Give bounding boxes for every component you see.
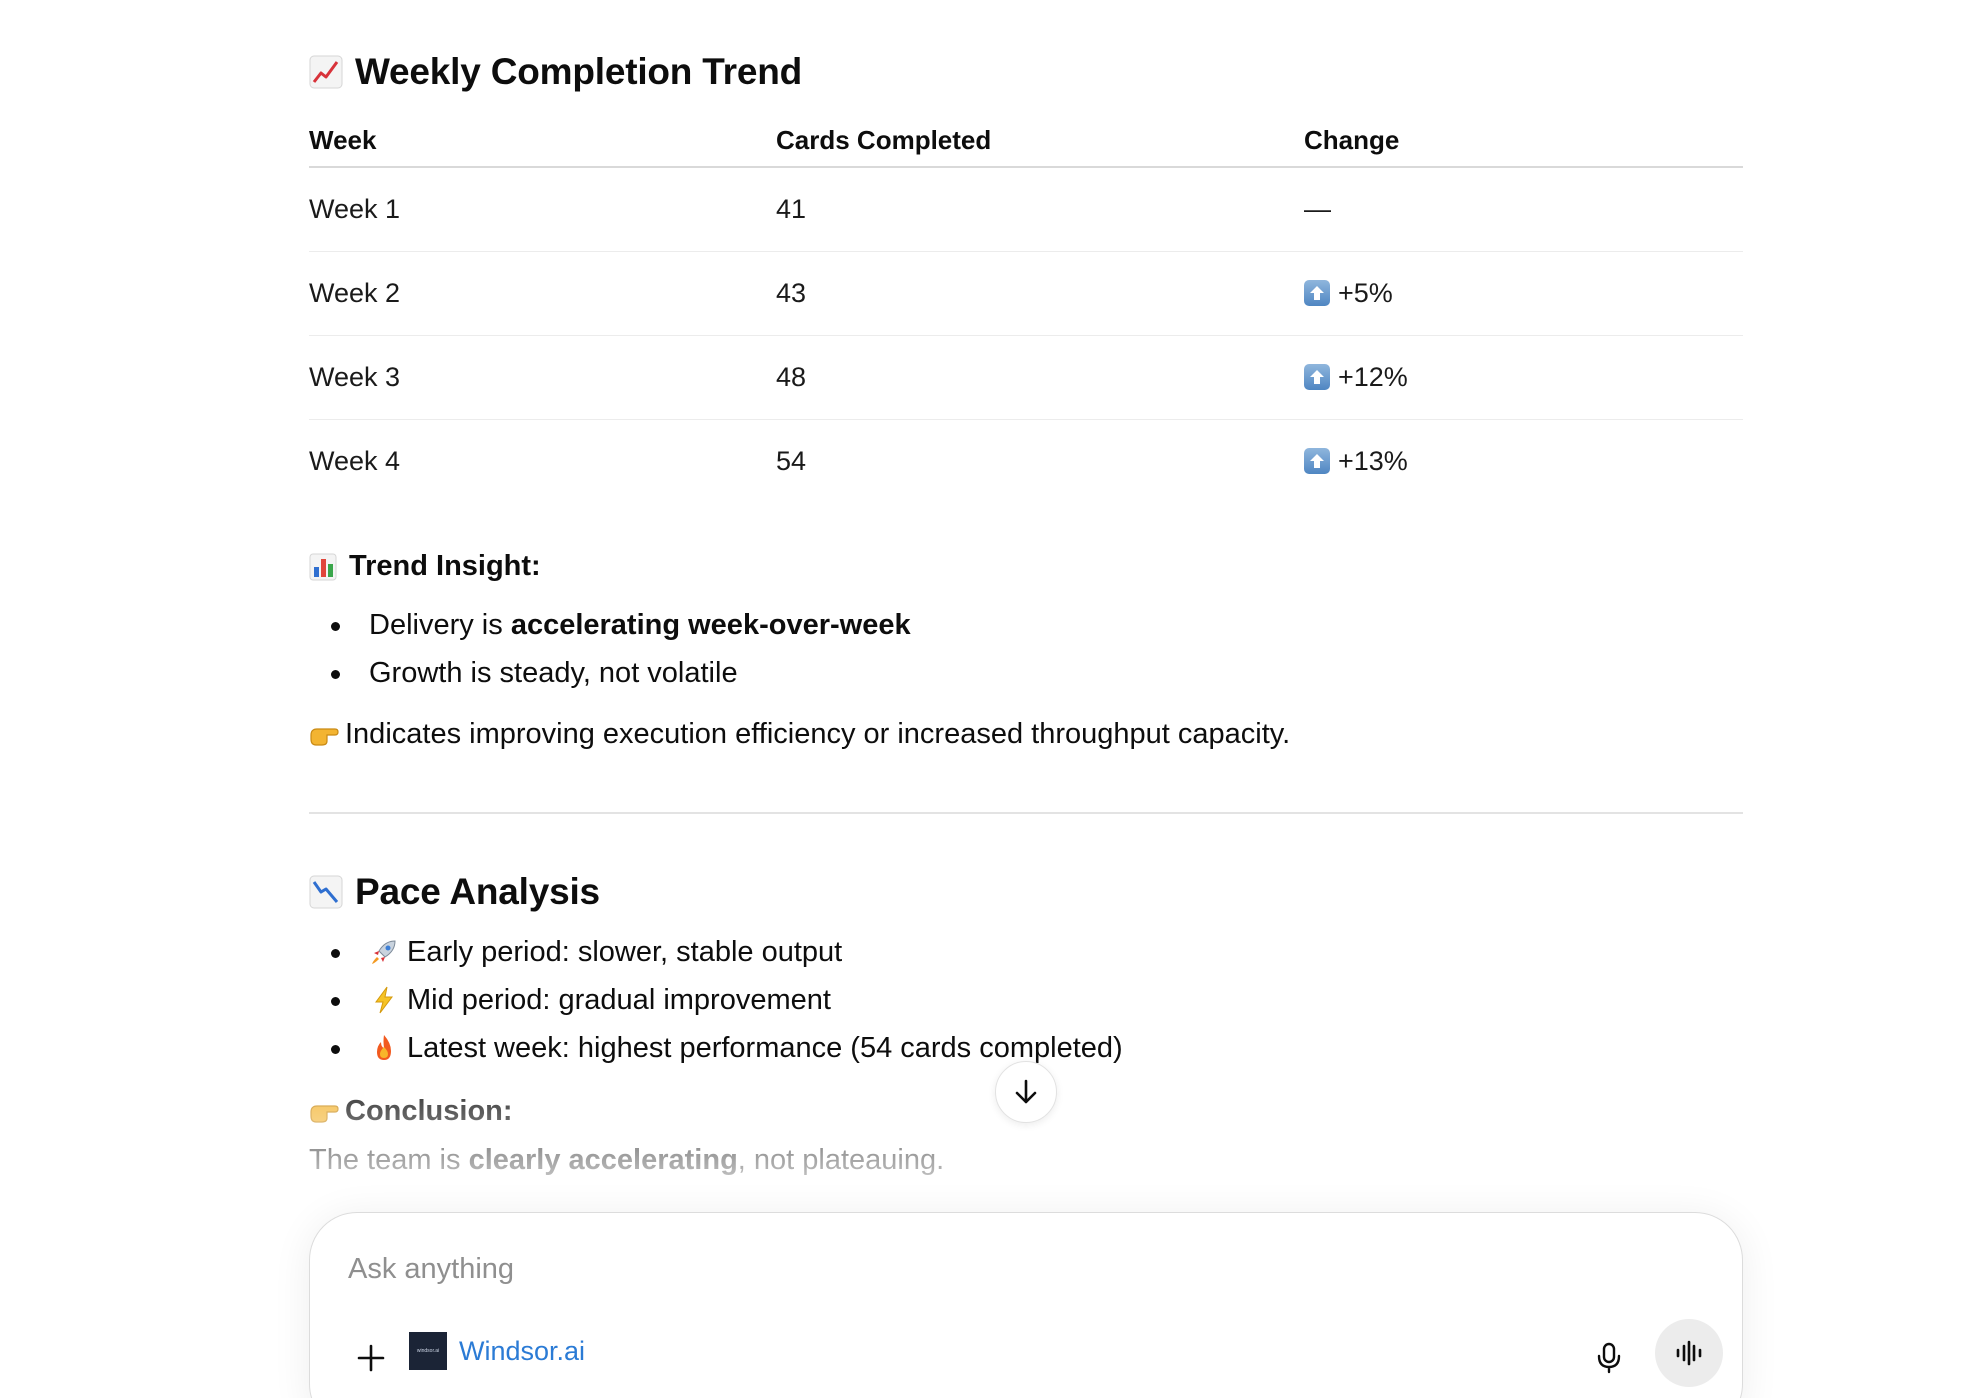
microphone-icon [1597,1342,1621,1374]
cards-cell: 54 [776,445,807,476]
up-arrow-icon [1304,280,1330,306]
up-arrow-icon [1304,364,1330,390]
lightning-icon [369,985,399,1015]
add-attachment-button[interactable] [340,1327,402,1389]
list-item: Early period: slower, stable output [309,928,1123,976]
trend-section-title: Weekly Completion Trend [309,53,802,90]
insight-pointer-text: Indicates improving execution efficiency… [345,718,1291,750]
change-cell: +5% [1304,251,1743,336]
list-item: Mid period: gradual improvement [309,976,1123,1024]
pace-section-title: Pace Analysis [309,873,600,910]
column-header-week: Week [309,112,776,168]
chart-decreasing-icon [309,875,343,909]
section-divider [309,812,1743,814]
list-item: Growth is steady, not volatile [309,649,911,697]
conclusion-suffix: , not plateauing. [737,1144,945,1176]
insight-bullet-2: Growth is steady, not volatile [369,656,738,689]
table-row: Week 2 43 +5% [309,251,1743,336]
pace-bullet-1: Early period: slower, stable output [407,935,843,968]
table-header-row: Week Cards Completed Change [309,112,1743,168]
fire-icon [369,1033,399,1063]
pace-list: Early period: slower, stable output Mid … [309,928,1123,1072]
dictate-button[interactable] [1578,1327,1640,1389]
arrow-down-icon [1015,1079,1037,1104]
conclusion-prefix: The team is [309,1144,469,1176]
chart-increasing-icon [309,55,343,89]
change-cell: +13% [1304,419,1743,503]
trend-insight-text: Trend Insight: [349,550,541,582]
table-row: Week 3 48 +12% [309,335,1743,420]
trend-title-text: Weekly Completion Trend [355,51,803,92]
week-cell: Week 3 [309,335,776,420]
week-cell: Week 2 [309,251,776,336]
bar-chart-icon [309,553,337,581]
list-item: Latest week: highest performance (54 car… [309,1024,1123,1072]
conclusion-label-text: Conclusion: [345,1095,513,1127]
column-header-change: Change [1304,112,1743,168]
waveform-icon [1676,1340,1702,1366]
cards-cell: 43 [776,251,1304,336]
change-value: +13% [1338,445,1408,476]
pointing-hand-icon [309,723,339,747]
table-row: Week 1 41 — [309,167,1743,252]
windsor-connector-label: Windsor.ai [459,1335,586,1366]
column-header-cards-completed: Cards Completed [776,112,1304,168]
pace-title-text: Pace Analysis [355,871,600,912]
windsor-logo-icon: windsor.ai [409,1332,447,1370]
cards-cell: 48 [776,335,1304,420]
up-arrow-icon [1304,448,1330,475]
pointing-hand-icon [309,1100,339,1124]
prompt-input[interactable] [348,1253,1548,1286]
cards-cell: 41 [776,167,1304,252]
insight-bullet-1-bold: accelerating week-over-week [510,608,911,641]
change-cell: +12% [1304,335,1743,420]
table-row: Week 4 54 +13% [309,419,1743,503]
trend-insight-label: Trend Insight: [309,550,541,583]
change-value: +5% [1338,277,1393,308]
insight-list: Delivery is accelerating week-over-week … [309,601,911,697]
conclusion-text: The team is clearly accelerating, not pl… [309,1144,944,1177]
rocket-icon [369,937,399,967]
plus-icon [357,1344,385,1372]
conclusion-bold: clearly accelerating [468,1144,738,1176]
voice-mode-button[interactable] [1655,1319,1723,1387]
change-cell: — [1304,167,1743,252]
scroll-to-bottom-button[interactable] [995,1061,1057,1123]
pace-bullet-3: Latest week: highest performance (54 car… [407,1031,1123,1064]
chat-composer: windsor.ai Windsor.ai [309,1212,1743,1398]
conclusion-label: Conclusion: [309,1095,513,1128]
change-value: +12% [1338,361,1408,392]
change-value: — [1304,193,1331,224]
week-cell: Week 1 [309,167,776,252]
list-item: Delivery is accelerating week-over-week [309,601,911,649]
windsor-logo-text: windsor.ai [416,1348,440,1354]
week-cell: Week 4 [309,445,401,476]
pace-bullet-2: Mid period: gradual improvement [407,983,831,1016]
insight-pointer-line: Indicates improving execution efficiency… [309,718,1290,751]
windsor-connector-chip[interactable]: windsor.ai Windsor.ai [409,1332,585,1370]
insight-bullet-1-prefix: Delivery is [369,608,511,641]
weekly-completion-table: Week Cards Completed Change Week 1 41 — … [309,112,1743,503]
